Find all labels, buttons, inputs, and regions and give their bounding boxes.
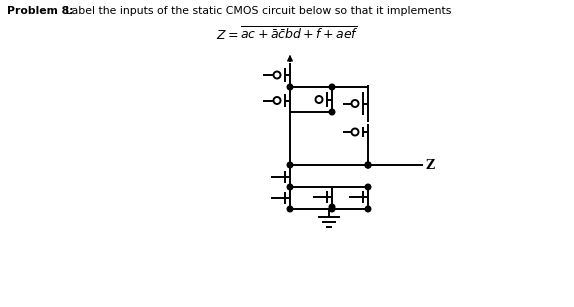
- Text: Label the inputs of the static CMOS circuit below so that it implements: Label the inputs of the static CMOS circ…: [62, 6, 451, 16]
- Circle shape: [329, 109, 335, 115]
- Circle shape: [351, 129, 359, 135]
- Circle shape: [365, 162, 371, 168]
- Circle shape: [316, 96, 323, 103]
- Text: $Z = \overline{ac + \bar{a}\bar{c}bd + f + aef}$: $Z = \overline{ac + \bar{a}\bar{c}bd + f…: [216, 26, 358, 43]
- Circle shape: [287, 184, 293, 190]
- Circle shape: [351, 100, 359, 107]
- Circle shape: [273, 72, 281, 79]
- Circle shape: [365, 162, 371, 168]
- Circle shape: [329, 204, 335, 210]
- Circle shape: [365, 184, 371, 190]
- Circle shape: [329, 206, 335, 212]
- Text: Problem 8:: Problem 8:: [7, 6, 73, 16]
- Circle shape: [287, 84, 293, 90]
- Circle shape: [329, 84, 335, 90]
- Circle shape: [287, 206, 293, 212]
- Circle shape: [365, 206, 371, 212]
- Circle shape: [273, 97, 281, 104]
- Circle shape: [365, 162, 371, 168]
- Circle shape: [287, 162, 293, 168]
- Text: Z: Z: [426, 158, 435, 172]
